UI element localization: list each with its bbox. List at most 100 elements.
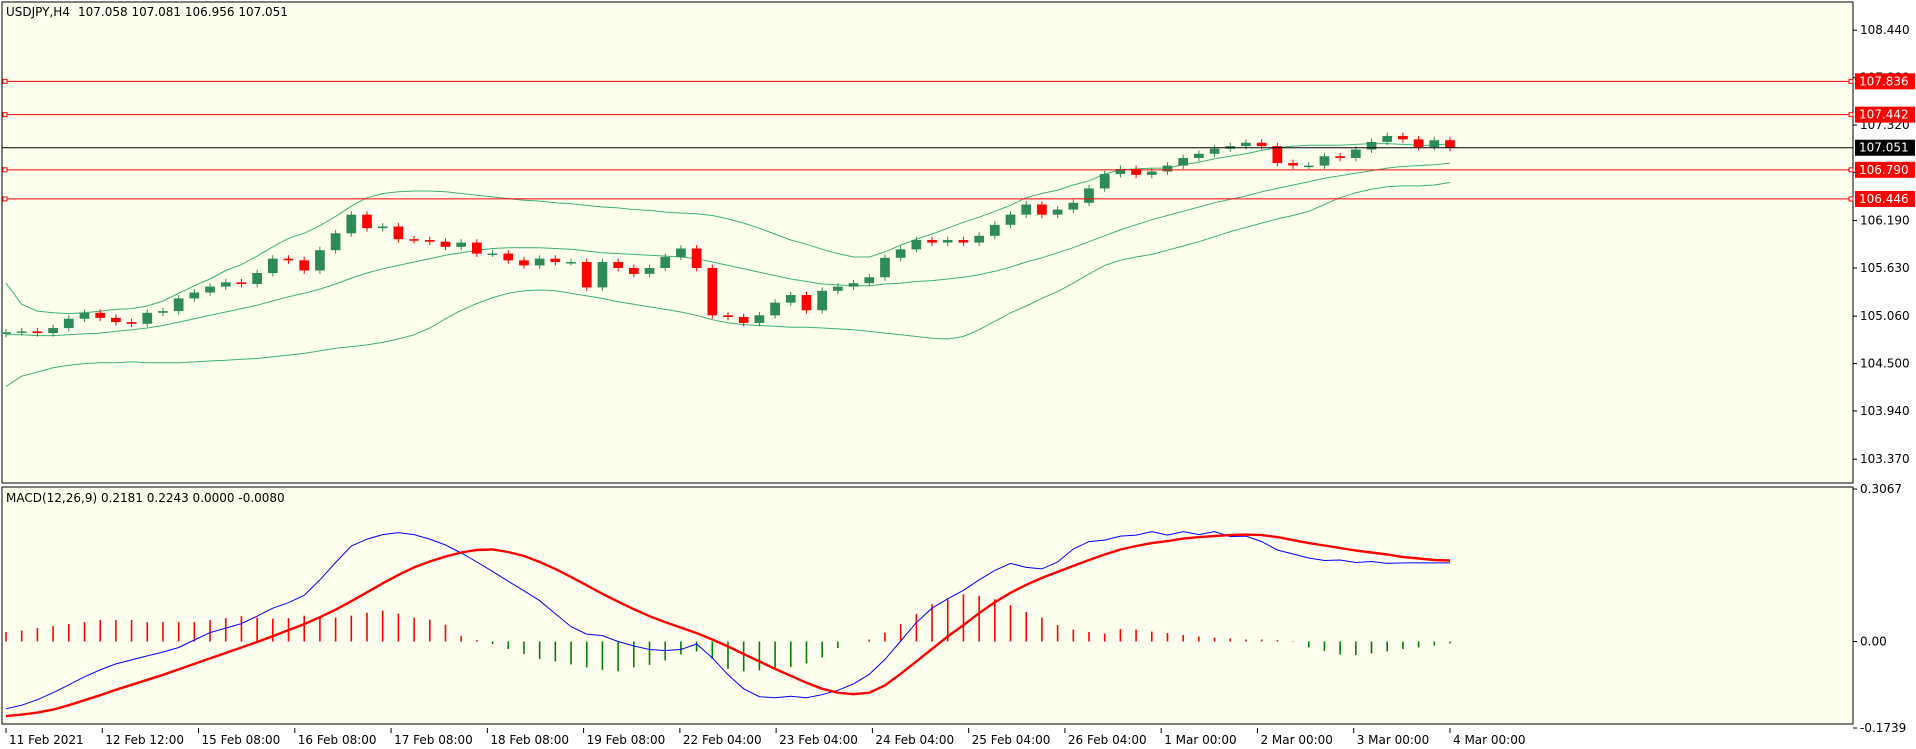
candle	[377, 223, 388, 232]
level-anchor-handle[interactable]	[1848, 78, 1854, 84]
candle	[409, 235, 419, 244]
bull-candle-body	[1429, 140, 1440, 147]
candle	[330, 229, 341, 254]
candle	[581, 258, 592, 291]
bull-candle-body	[252, 273, 262, 285]
candle	[362, 211, 372, 232]
bull-candle-body	[220, 282, 231, 287]
time-tick-label: 26 Feb 04:00	[1068, 733, 1147, 747]
bull-candle-body	[1068, 202, 1079, 210]
candle	[267, 255, 278, 277]
candle	[644, 264, 655, 278]
time-tick-label: 3 Mar 00:00	[1357, 733, 1430, 747]
bear-candle-body	[801, 295, 812, 311]
level-anchor-handle[interactable]	[2, 78, 8, 84]
bull-candle-body	[48, 328, 58, 334]
bull-candle-body	[142, 312, 153, 324]
bull-candle-body	[534, 258, 545, 266]
macd-tick-label: -0.1739	[1860, 721, 1906, 735]
bull-candle-body	[1021, 204, 1032, 215]
macd-line	[5, 531, 1450, 710]
bear-candle-body	[1131, 168, 1141, 175]
bull-candle-body	[330, 233, 341, 251]
candle	[613, 258, 623, 272]
candle	[550, 255, 561, 266]
time-tick-label: 2 Mar 00:00	[1260, 733, 1333, 747]
bear-candle-body	[613, 262, 623, 268]
upper-band-line	[5, 143, 1451, 315]
candle	[111, 314, 121, 326]
bull-candle-body	[16, 331, 27, 333]
level-anchor-handle[interactable]	[2, 196, 8, 202]
macd-label: MACD(12,26,9) 0.2181 0.2243 0.0000 -0.00…	[6, 491, 285, 505]
level-anchor-handle[interactable]	[1848, 112, 1854, 118]
bull-candle-body	[1194, 153, 1204, 158]
horizontal-levels[interactable]: 107.836 107.442 106.790 106.446	[2, 73, 1915, 207]
bull-candle-body	[895, 249, 906, 258]
bear-candle-body	[32, 331, 43, 334]
time-tick-label: 22 Feb 04:00	[683, 733, 762, 747]
time-tick-label: 15 Feb 08:00	[202, 733, 281, 747]
candle	[691, 245, 702, 272]
level-anchor-handle[interactable]	[2, 112, 8, 118]
candle	[220, 278, 231, 290]
candle	[440, 238, 451, 251]
current-price-line: 107.051	[2, 139, 1915, 156]
candle	[1366, 138, 1377, 153]
macd-tick-label: 0.3067	[1860, 482, 1902, 496]
candle	[1350, 146, 1361, 162]
candle	[346, 211, 357, 237]
bull-candle-body	[315, 250, 325, 271]
bull-candle-body	[1366, 141, 1377, 150]
time-tick-label: 11 Feb 2021	[9, 733, 84, 747]
candle	[785, 291, 796, 307]
bull-candle-body	[942, 240, 953, 243]
price-tick-label: 104.500	[1860, 357, 1910, 371]
candle	[927, 236, 937, 246]
candle	[173, 295, 184, 315]
macd-pane[interactable]	[1, 486, 1854, 725]
bull-candle-body	[1005, 214, 1016, 225]
bollinger-bands	[5, 143, 1451, 387]
level-anchor-handle[interactable]	[1848, 167, 1854, 173]
bull-candle-body	[754, 315, 765, 323]
level-anchor-handle[interactable]	[2, 167, 8, 173]
bear-candle-body	[1037, 204, 1047, 215]
bear-candle-body	[362, 214, 372, 229]
bear-candle-body	[424, 240, 435, 242]
candle	[723, 311, 733, 321]
bull-candle-body	[1162, 165, 1173, 172]
bull-candle-body	[1178, 157, 1189, 166]
bull-candle-body	[770, 302, 780, 316]
bull-candle-body	[989, 224, 1000, 236]
candle	[942, 236, 953, 246]
candle	[833, 283, 843, 295]
candle	[1382, 132, 1393, 146]
macd-histogram	[5, 594, 1451, 672]
bear-candle-body	[927, 240, 937, 243]
candle	[974, 232, 984, 246]
candle	[1084, 185, 1094, 207]
candle	[1194, 150, 1204, 162]
bear-candle-body	[519, 260, 529, 266]
bull-candle-body	[456, 242, 467, 247]
candle	[63, 315, 74, 332]
bear-candle-body	[691, 248, 702, 268]
bear-candle-body	[111, 317, 121, 323]
candle	[895, 245, 906, 262]
candle	[1335, 152, 1345, 162]
candle	[95, 309, 106, 322]
candle	[1272, 142, 1283, 167]
candle	[142, 309, 153, 328]
bull-candle-body	[1115, 168, 1126, 175]
candle	[1288, 159, 1298, 169]
candle	[393, 223, 404, 243]
bull-candle-body	[566, 262, 576, 264]
level-anchor-handle[interactable]	[1848, 196, 1854, 202]
bull-candle-body	[880, 257, 890, 278]
bear-candle-body	[299, 260, 310, 271]
bear-candle-body	[503, 253, 514, 261]
candle	[32, 328, 43, 337]
bear-candle-body	[472, 242, 482, 254]
